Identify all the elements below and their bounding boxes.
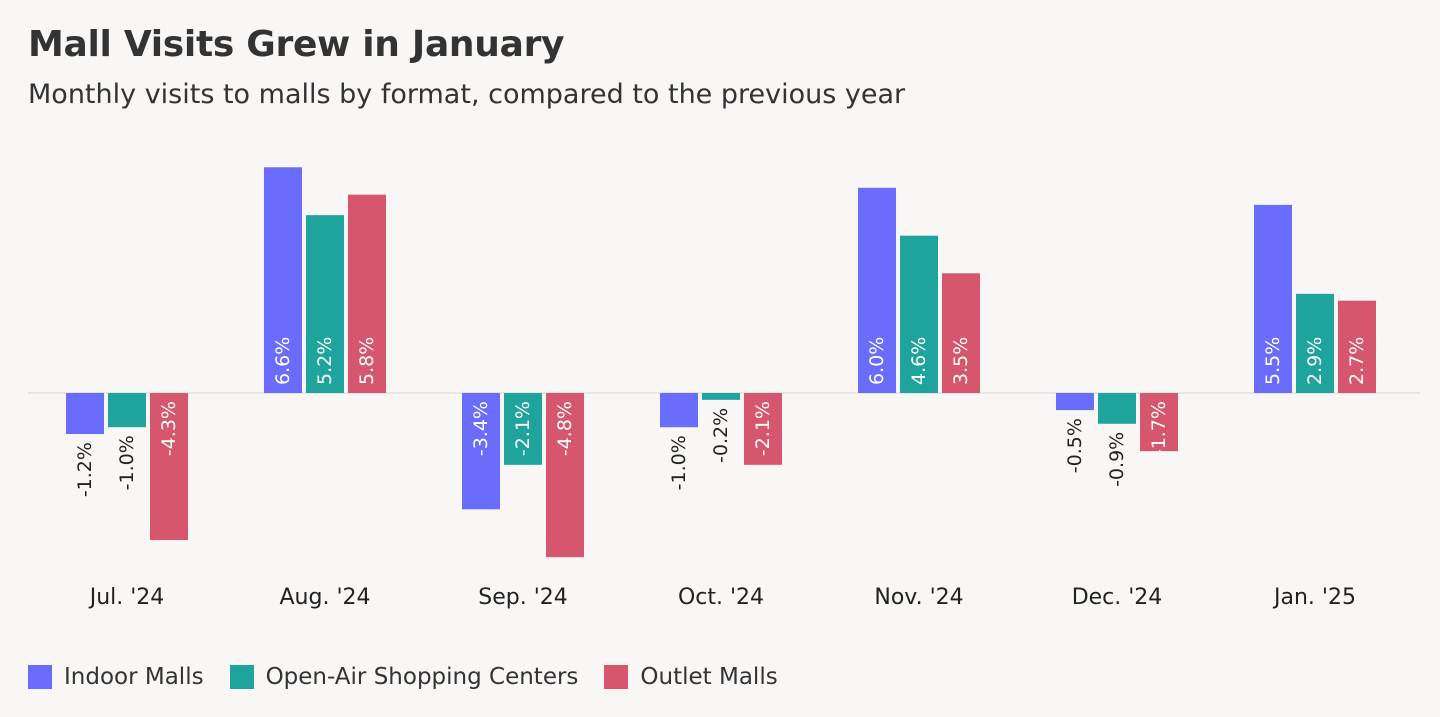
bar-indoor-malls-6 [1254,204,1292,393]
data-label-outlet-malls-3: -2.1% [752,401,774,456]
bar-indoor-malls-1 [264,167,302,393]
bar-outlet-malls-4 [942,273,980,393]
legend-swatch-open-air [229,665,254,689]
data-label-open-air-shopping-centers-1: 5.2% [314,337,336,385]
data-label-outlet-malls-0: -4.3% [158,401,180,456]
data-label-open-air-shopping-centers-6: 2.9% [1304,337,1326,385]
category-label-6: Jan. '25 [1272,585,1356,610]
category-label-3: Oct. '24 [678,585,764,610]
bar-indoor-malls-5 [1056,393,1094,411]
data-label-open-air-shopping-centers-2: -2.1% [512,401,534,456]
bar-open-air-shopping-centers-0 [108,393,146,428]
data-label-outlet-malls-5: -1.7% [1148,401,1170,456]
legend-label-open-air: Open-Air Shopping Centers [265,664,579,690]
bar-open-air-shopping-centers-6 [1296,293,1334,393]
legend-label-indoor-malls: Indoor Malls [64,664,204,690]
legend-item-indoor-malls: Indoor Malls [28,664,204,690]
bar-indoor-malls-3 [660,393,698,428]
data-label-indoor-malls-2: -3.4% [470,401,492,456]
chart-title: Mall Visits Grew in January [28,24,565,65]
bar-indoor-malls-2 [462,393,500,510]
category-label-4: Nov. '24 [874,585,963,610]
bar-open-air-shopping-centers-4 [900,235,938,393]
data-label-indoor-malls-1: 6.6% [272,337,294,385]
data-label-indoor-malls-4: 6.0% [866,337,888,385]
bar-outlet-malls-6 [1338,300,1376,393]
data-label-open-air-shopping-centers-3: -0.2% [710,408,732,463]
data-label-open-air-shopping-centers-4: 4.6% [908,337,930,385]
bar-open-air-shopping-centers-2 [504,393,542,465]
data-label-indoor-malls-3: -1.0% [668,435,690,490]
data-label-open-air-shopping-centers-0: -1.0% [116,435,138,490]
data-label-outlet-malls-2: -4.8% [554,401,576,456]
bar-outlet-malls-1 [348,194,386,393]
legend-swatch-outlet-malls [604,665,629,689]
chart-subtitle: Monthly visits to malls by format, compa… [28,79,906,110]
bar-outlet-malls-0 [150,393,188,541]
legend-swatch-indoor-malls [28,665,52,689]
category-label-1: Aug. '24 [280,585,371,610]
data-label-indoor-malls-0: -1.2% [74,442,96,497]
bar-outlet-malls-2 [546,393,584,558]
legend-label-outlet-malls: Outlet Malls [640,664,778,690]
data-label-outlet-malls-6: 2.7% [1346,337,1368,385]
legend: Indoor Malls Open-Air Shopping Centers O… [28,664,804,690]
category-label-0: Jul. '24 [88,585,165,610]
legend-item-open-air: Open-Air Shopping Centers [229,664,579,690]
data-label-open-air-shopping-centers-5: -0.9% [1106,432,1128,487]
bar-outlet-malls-3 [744,393,782,465]
bar-open-air-shopping-centers-1 [306,215,344,393]
bar-outlet-malls-5 [1140,393,1178,452]
bar-indoor-malls-4 [858,187,896,393]
legend-item-outlet-malls: Outlet Malls [604,664,778,690]
category-label-5: Dec. '24 [1072,585,1163,610]
data-label-indoor-malls-5: -0.5% [1064,418,1086,473]
bar-indoor-malls-0 [66,393,104,435]
category-label-2: Sep. '24 [478,585,568,610]
data-label-outlet-malls-4: 3.5% [950,337,972,385]
bar-open-air-shopping-centers-5 [1098,393,1136,424]
data-label-outlet-malls-1: 5.8% [356,337,378,385]
bar-open-air-shopping-centers-3 [702,393,740,400]
data-label-indoor-malls-6: 5.5% [1262,337,1284,385]
